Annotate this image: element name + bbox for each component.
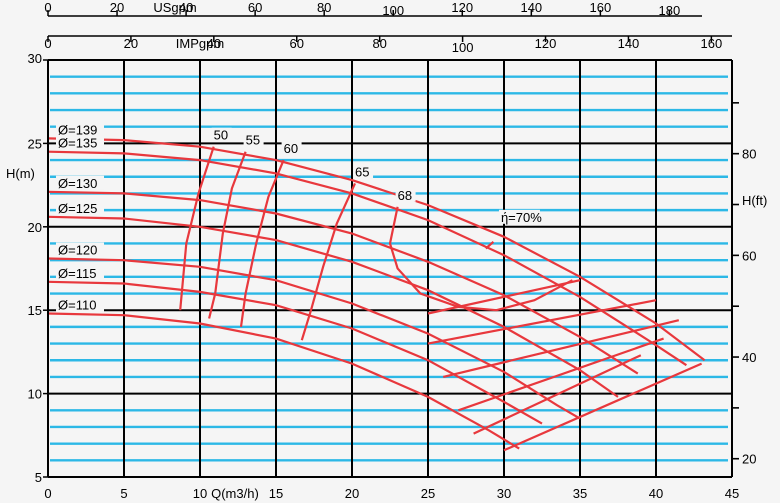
efficiency-label: 60 bbox=[284, 141, 298, 156]
impeller-label: Ø=115 bbox=[58, 266, 96, 281]
impgpm-tick-label: 40 bbox=[207, 36, 221, 51]
efficiency-label: 55 bbox=[246, 133, 260, 148]
hft-tick-label: 40 bbox=[742, 350, 756, 365]
y-axis-label-right: H(ft) bbox=[742, 193, 767, 208]
usgpm-tick-label: 100 bbox=[382, 3, 404, 18]
usgpm-tick-label: 60 bbox=[248, 0, 262, 15]
impeller-label-bg bbox=[56, 175, 104, 190]
x-axis-label: Q(m3/h) bbox=[211, 486, 259, 501]
impgpm-tick-label: 120 bbox=[535, 36, 557, 51]
impeller-curve bbox=[47, 190, 639, 375]
impgpm-tick-label: 20 bbox=[124, 36, 138, 51]
efficiency-label-bg bbox=[353, 164, 374, 179]
impgpm-axis-label: IMPgpm bbox=[176, 36, 224, 51]
power-line bbox=[503, 362, 703, 452]
usgpm-tick-label: 0 bbox=[44, 0, 51, 15]
impeller-curve bbox=[47, 280, 543, 425]
impgpm-tick-label: 100 bbox=[452, 40, 474, 55]
impeller-label: Ø=135 bbox=[58, 136, 97, 151]
impgpm-tick-label: 0 bbox=[44, 36, 51, 51]
efficiency-curve bbox=[239, 159, 285, 328]
power-line bbox=[442, 319, 680, 378]
usgpm-tick-label: 20 bbox=[110, 0, 124, 15]
impeller-label-bg bbox=[56, 122, 104, 137]
usgpm-tick-label: 160 bbox=[590, 0, 612, 15]
x-tick-label: 20 bbox=[345, 486, 359, 501]
impgpm-tick-label: 80 bbox=[372, 36, 386, 51]
impeller-label-bg bbox=[56, 200, 104, 215]
hft-tick-label: 80 bbox=[742, 147, 756, 162]
efficiency-label: 68 bbox=[398, 188, 412, 203]
hft-tick-label: 20 bbox=[742, 452, 756, 467]
plot-background bbox=[48, 60, 735, 477]
x-tick-label: 15 bbox=[269, 486, 283, 501]
impgpm-tick-label: 160 bbox=[701, 36, 723, 51]
y-axis-label-left: H(m) bbox=[6, 166, 35, 181]
x-tick-label: 35 bbox=[573, 486, 587, 501]
impeller-label: Ø=120 bbox=[58, 242, 97, 257]
efficiency-curve bbox=[208, 151, 247, 319]
usgpm-tick-label: 80 bbox=[317, 0, 331, 15]
impeller-label: Ø=130 bbox=[58, 176, 97, 191]
efficiency-label-bg bbox=[243, 132, 264, 147]
usgpm-axis-label: USgpm bbox=[153, 0, 196, 15]
impeller-curve bbox=[47, 215, 619, 398]
y-tick-label: 30 bbox=[28, 51, 42, 66]
impgpm-tick-label: 140 bbox=[618, 36, 640, 51]
efficiency-label-bg bbox=[498, 209, 540, 224]
x-tick-label: 40 bbox=[649, 486, 663, 501]
impeller-label-bg bbox=[56, 265, 104, 280]
power-line bbox=[473, 354, 642, 435]
efficiency-curve bbox=[179, 146, 215, 311]
impeller-label-bg bbox=[56, 242, 104, 257]
efficiency-label-bg bbox=[281, 141, 302, 156]
impeller-curve bbox=[47, 257, 581, 420]
power-line bbox=[458, 337, 664, 412]
impeller-label-bg bbox=[56, 135, 104, 150]
usgpm-tick-label: 140 bbox=[520, 0, 542, 15]
x-tick-label: 0 bbox=[44, 486, 51, 501]
y-tick-label: 25 bbox=[28, 136, 42, 151]
x-tick-label: 30 bbox=[497, 486, 511, 501]
x-tick-label: 5 bbox=[120, 486, 127, 501]
y-tick-label: 5 bbox=[35, 470, 42, 485]
power-line bbox=[427, 279, 581, 315]
impeller-curve bbox=[47, 150, 688, 367]
x-tick-label: 45 bbox=[725, 486, 739, 501]
usgpm-tick-label: 180 bbox=[659, 3, 681, 18]
impeller-label-bg bbox=[56, 297, 104, 312]
impeller-label: Ø=110 bbox=[58, 298, 96, 313]
y-tick-label: 10 bbox=[28, 387, 42, 402]
impeller-label: Ø=125 bbox=[58, 201, 97, 216]
impeller-label: Ø=139 bbox=[58, 122, 97, 137]
usgpm-tick-label: 120 bbox=[451, 0, 473, 15]
efficiency-label-bg bbox=[211, 127, 232, 142]
efficiency-curve bbox=[300, 182, 357, 341]
y-tick-label: 20 bbox=[28, 220, 42, 235]
power-line bbox=[427, 299, 657, 345]
y-tick-label: 15 bbox=[28, 303, 42, 318]
efficiency-label: 65 bbox=[355, 164, 369, 179]
efficiency-label: 50 bbox=[214, 128, 228, 143]
x-tick-label: 25 bbox=[421, 486, 435, 501]
efficiency-label: ή=70% bbox=[501, 210, 542, 225]
efficiency-label-bg bbox=[395, 187, 416, 202]
x-tick-label: 10 bbox=[193, 486, 207, 501]
impeller-curve bbox=[47, 137, 706, 362]
impgpm-tick-label: 60 bbox=[290, 36, 304, 51]
hft-tick-label: 60 bbox=[742, 248, 756, 263]
usgpm-tick-label: 40 bbox=[179, 0, 193, 15]
impeller-curve bbox=[47, 312, 520, 450]
